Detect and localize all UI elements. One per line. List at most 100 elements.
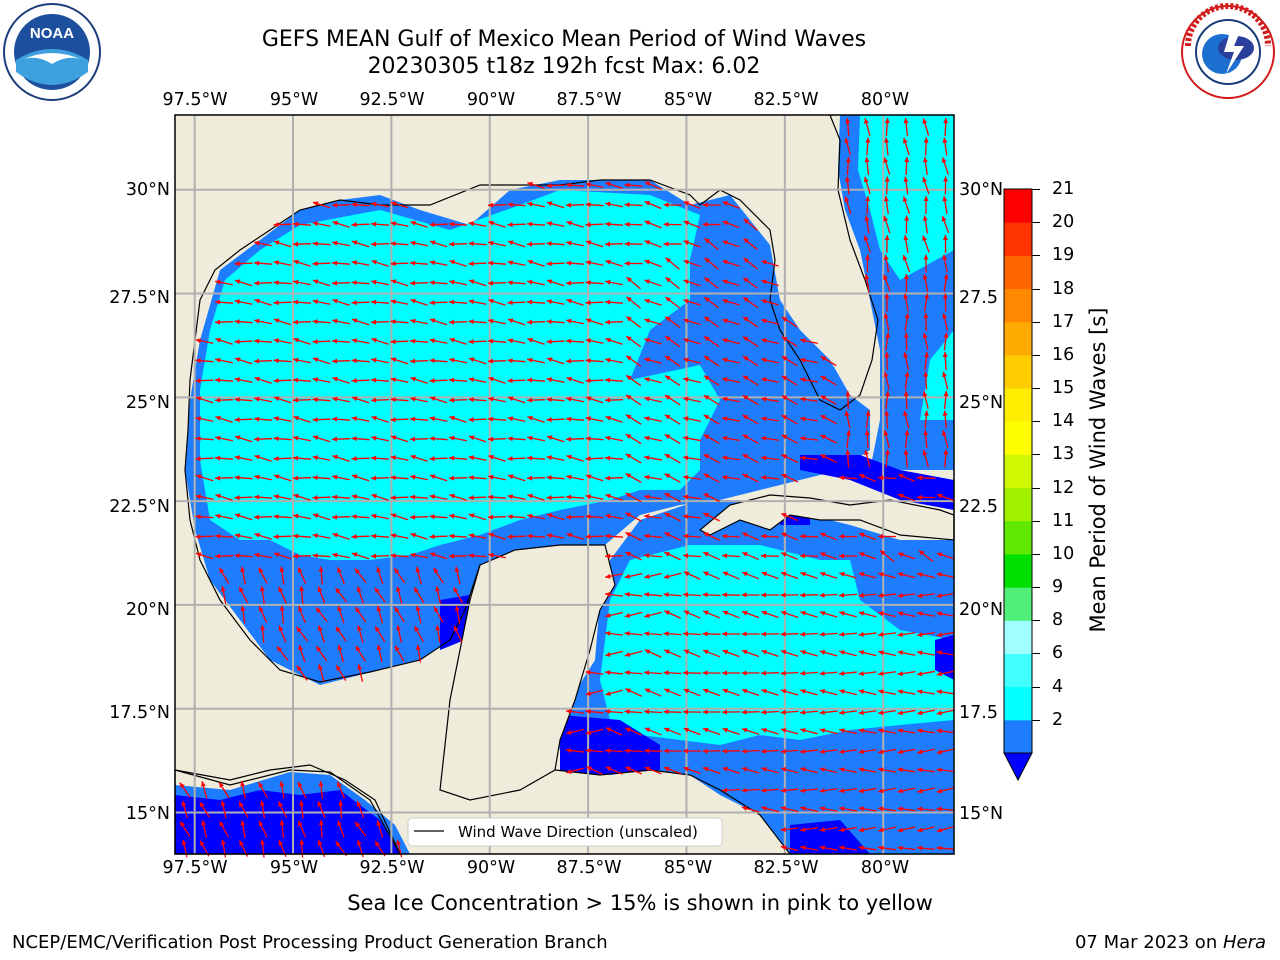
wind-wave-arrow xyxy=(296,665,308,681)
wind-wave-arrow xyxy=(318,566,324,585)
wind-wave-arrow xyxy=(721,748,741,754)
wind-wave-arrow xyxy=(605,435,623,442)
wind-wave-arrow xyxy=(820,454,837,463)
wind-wave-arrow xyxy=(864,449,871,468)
wind-wave-arrow xyxy=(702,727,721,736)
wind-wave-arrow xyxy=(453,586,463,604)
wind-wave-arrow xyxy=(703,394,720,406)
wind-wave-arrow xyxy=(761,416,779,422)
wind-wave-arrow xyxy=(390,261,409,267)
wind-wave-arrow xyxy=(507,436,526,442)
wind-wave-arrow xyxy=(393,567,406,584)
wind-wave-arrow xyxy=(312,533,331,539)
wind-wave-arrow xyxy=(663,202,682,208)
wind-wave-arrow xyxy=(195,338,214,344)
wind-wave-arrow xyxy=(682,514,702,520)
wind-wave-arrow xyxy=(858,767,877,773)
wind-wave-arrow xyxy=(819,806,838,812)
map-legend-text: Wind Wave Direction (unscaled) xyxy=(458,823,698,841)
colorbar-segment xyxy=(1004,189,1032,223)
wind-wave-arrow xyxy=(214,553,234,559)
colorbar-frame xyxy=(1003,188,1033,754)
wind-wave-arrow xyxy=(585,416,604,422)
wind-wave-arrow xyxy=(644,649,662,658)
colorbar-segment xyxy=(1004,354,1032,389)
wind-wave-arrow xyxy=(351,436,370,442)
wind-wave-arrow xyxy=(332,552,350,559)
wind-wave-arrow xyxy=(279,819,285,839)
wind-wave-arrow xyxy=(585,494,604,500)
wind-wave-arrow xyxy=(527,513,545,520)
wind-wave-arrow xyxy=(703,316,720,328)
colorbar-segment xyxy=(1004,454,1032,489)
wind-wave-arrow xyxy=(704,237,719,251)
colorbar-tick-mark xyxy=(1032,222,1040,224)
wind-wave-arrow xyxy=(585,748,604,754)
wind-wave-arrow xyxy=(396,625,403,643)
wind-wave-arrow xyxy=(604,533,624,539)
wind-wave-arrow xyxy=(761,279,779,287)
wind-wave-arrow xyxy=(429,456,448,462)
wind-wave-arrow xyxy=(234,357,253,365)
wind-wave-arrow xyxy=(761,318,779,325)
wind-wave-arrow xyxy=(879,549,895,563)
wind-wave-arrow xyxy=(390,553,409,559)
wind-wave-arrow xyxy=(878,748,896,755)
colorbar-segment xyxy=(1004,321,1032,356)
colorbar-tick-mark xyxy=(1032,719,1040,721)
colorbar-tick: 11 xyxy=(1052,510,1075,531)
wind-wave-arrow xyxy=(644,181,662,190)
wind-wave-arrow xyxy=(644,766,662,775)
wind-wave-arrow xyxy=(902,254,911,273)
wind-wave-arrow xyxy=(863,176,871,195)
wind-wave-arrow xyxy=(741,610,760,619)
wind-wave-arrow xyxy=(897,709,916,716)
wind-wave-arrow xyxy=(195,416,214,422)
wind-wave-arrow xyxy=(195,378,214,384)
colorbar-tick-mark xyxy=(1032,553,1040,555)
wind-wave-arrow xyxy=(201,820,208,838)
wind-wave-arrow xyxy=(917,787,935,794)
wind-wave-arrow xyxy=(299,800,305,819)
wind-wave-arrow xyxy=(845,449,851,468)
lon-tick-bottom: 82.5°W xyxy=(753,858,819,878)
wind-wave-arrow xyxy=(722,318,740,325)
wind-wave-arrow xyxy=(585,240,604,248)
wind-wave-arrow xyxy=(904,429,910,449)
wind-wave-arrow xyxy=(527,279,545,286)
wind-wave-arrow xyxy=(488,552,506,559)
wind-wave-arrow xyxy=(546,241,565,247)
wind-wave-arrow xyxy=(800,649,818,657)
wind-wave-arrow xyxy=(435,625,441,643)
wind-wave-arrow xyxy=(390,417,409,423)
wind-wave-arrow xyxy=(351,280,370,286)
wind-wave-arrow xyxy=(585,456,604,462)
wind-wave-arrow xyxy=(415,566,423,585)
wind-wave-arrow xyxy=(273,474,292,482)
wind-wave-arrow xyxy=(722,377,740,384)
wind-wave-arrow xyxy=(429,260,448,266)
wind-wave-arrow xyxy=(742,296,759,309)
wind-wave-arrow xyxy=(878,728,896,734)
wind-wave-arrow xyxy=(546,201,565,209)
wind-wave-arrow xyxy=(253,436,273,442)
wind-wave-arrow xyxy=(923,254,929,273)
wind-wave-arrow xyxy=(864,118,871,136)
wind-wave-arrow xyxy=(741,592,760,598)
wind-wave-arrow xyxy=(546,357,565,365)
wind-wave-arrow xyxy=(566,220,584,228)
wind-wave-arrow xyxy=(904,156,910,176)
wind-wave-arrow xyxy=(703,453,720,464)
wind-wave-arrow xyxy=(273,338,292,344)
wind-wave-arrow xyxy=(760,709,780,715)
wind-wave-arrow xyxy=(883,313,890,331)
wind-wave-arrow xyxy=(741,787,760,793)
wind-wave-arrow xyxy=(883,254,890,273)
wind-wave-arrow xyxy=(429,514,448,520)
colorbar-tick-mark xyxy=(1032,587,1040,589)
wind-wave-arrow xyxy=(904,313,910,331)
wind-wave-arrow xyxy=(799,827,819,833)
wind-wave-arrow xyxy=(371,415,389,423)
pacific-coast xyxy=(174,769,401,855)
wind-wave-arrow xyxy=(916,475,936,481)
